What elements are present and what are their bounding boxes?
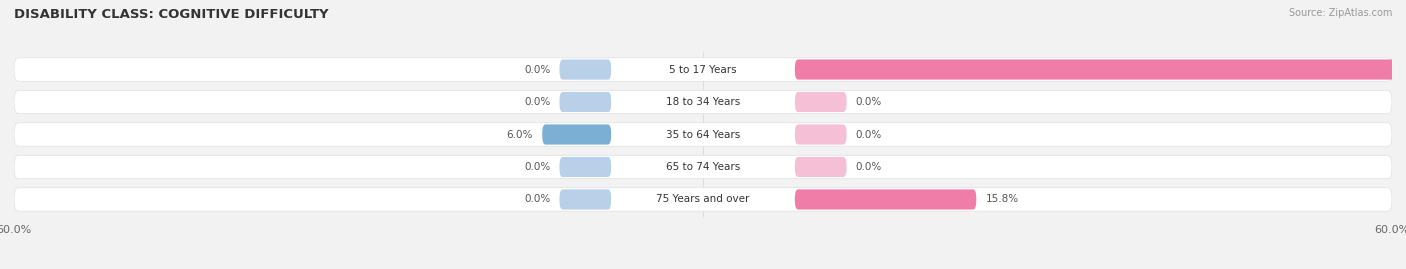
Text: DISABILITY CLASS: COGNITIVE DIFFICULTY: DISABILITY CLASS: COGNITIVE DIFFICULTY (14, 8, 329, 21)
Text: 65 to 74 Years: 65 to 74 Years (666, 162, 740, 172)
Text: 5 to 17 Years: 5 to 17 Years (669, 65, 737, 75)
Text: 18 to 34 Years: 18 to 34 Years (666, 97, 740, 107)
Text: 0.0%: 0.0% (524, 162, 550, 172)
Text: 75 Years and over: 75 Years and over (657, 194, 749, 204)
Text: 0.0%: 0.0% (856, 162, 882, 172)
FancyBboxPatch shape (14, 188, 1392, 211)
FancyBboxPatch shape (560, 92, 612, 112)
FancyBboxPatch shape (14, 155, 1392, 179)
FancyBboxPatch shape (14, 58, 1392, 81)
FancyBboxPatch shape (794, 92, 846, 112)
Text: 15.8%: 15.8% (986, 194, 1018, 204)
Text: 35 to 64 Years: 35 to 64 Years (666, 129, 740, 140)
Text: 0.0%: 0.0% (856, 129, 882, 140)
Text: 6.0%: 6.0% (506, 129, 533, 140)
FancyBboxPatch shape (14, 123, 1392, 146)
Text: 0.0%: 0.0% (524, 97, 550, 107)
Text: 0.0%: 0.0% (524, 194, 550, 204)
Text: Source: ZipAtlas.com: Source: ZipAtlas.com (1288, 8, 1392, 18)
FancyBboxPatch shape (543, 125, 612, 144)
FancyBboxPatch shape (14, 90, 1392, 114)
FancyBboxPatch shape (794, 125, 846, 144)
FancyBboxPatch shape (560, 59, 612, 80)
FancyBboxPatch shape (794, 189, 976, 210)
FancyBboxPatch shape (794, 157, 846, 177)
FancyBboxPatch shape (794, 59, 1406, 80)
FancyBboxPatch shape (560, 157, 612, 177)
Text: 0.0%: 0.0% (524, 65, 550, 75)
Text: 0.0%: 0.0% (856, 97, 882, 107)
FancyBboxPatch shape (560, 189, 612, 210)
